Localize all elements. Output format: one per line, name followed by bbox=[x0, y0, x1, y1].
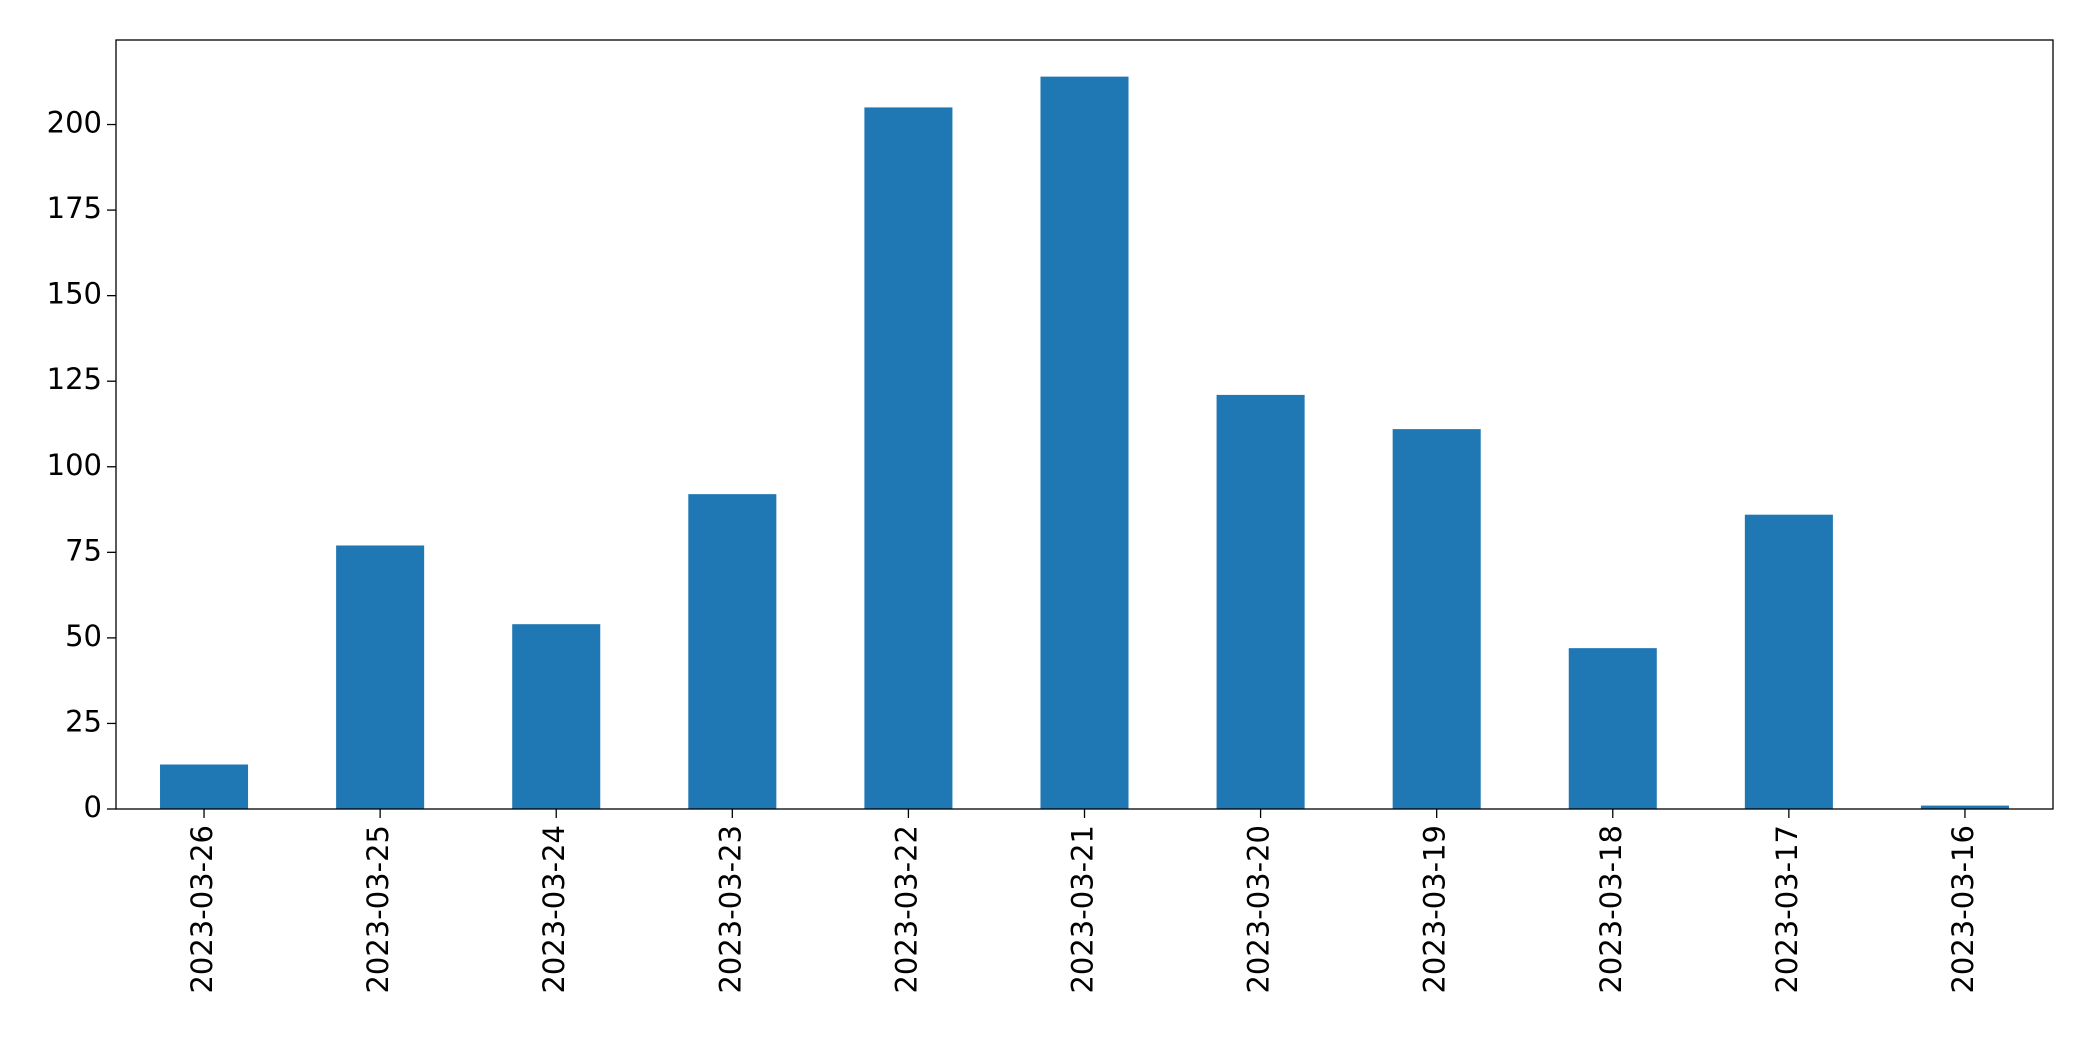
bar bbox=[160, 764, 249, 809]
bar bbox=[1920, 805, 2009, 809]
bar bbox=[1392, 429, 1481, 809]
y-tick-label: 125 bbox=[47, 362, 102, 396]
bar bbox=[864, 107, 953, 810]
bar bbox=[1568, 648, 1657, 809]
x-tick-label: 2023-03-26 bbox=[185, 825, 219, 994]
y-tick-label: 175 bbox=[47, 191, 102, 225]
bar bbox=[336, 545, 425, 809]
bar bbox=[1216, 394, 1305, 809]
y-tick-label: 0 bbox=[84, 790, 102, 824]
y-tick-label: 100 bbox=[47, 448, 102, 482]
x-tick-label: 2023-03-23 bbox=[713, 825, 747, 994]
plot-frame bbox=[115, 39, 2054, 810]
bar bbox=[512, 624, 601, 809]
bar bbox=[1040, 76, 1129, 810]
bar bbox=[1744, 514, 1833, 809]
y-tick-label: 150 bbox=[47, 277, 102, 311]
x-tick-label: 2023-03-24 bbox=[537, 825, 571, 994]
x-tick-label: 2023-03-18 bbox=[1594, 825, 1628, 994]
y-tick-label: 200 bbox=[47, 106, 102, 140]
x-tick-label: 2023-03-17 bbox=[1770, 825, 1804, 994]
x-tick-label: 2023-03-19 bbox=[1418, 825, 1452, 994]
x-tick-label: 2023-03-20 bbox=[1242, 825, 1276, 994]
bar bbox=[688, 494, 777, 809]
x-tick-label: 2023-03-25 bbox=[361, 825, 395, 994]
y-tick-label: 25 bbox=[65, 704, 102, 738]
x-tick-label: 2023-03-16 bbox=[1946, 825, 1980, 994]
y-tick-label: 75 bbox=[65, 533, 102, 567]
x-tick-label: 2023-03-22 bbox=[889, 825, 923, 994]
y-tick-label: 50 bbox=[65, 619, 102, 653]
x-tick-label: 2023-03-21 bbox=[1066, 825, 1100, 994]
